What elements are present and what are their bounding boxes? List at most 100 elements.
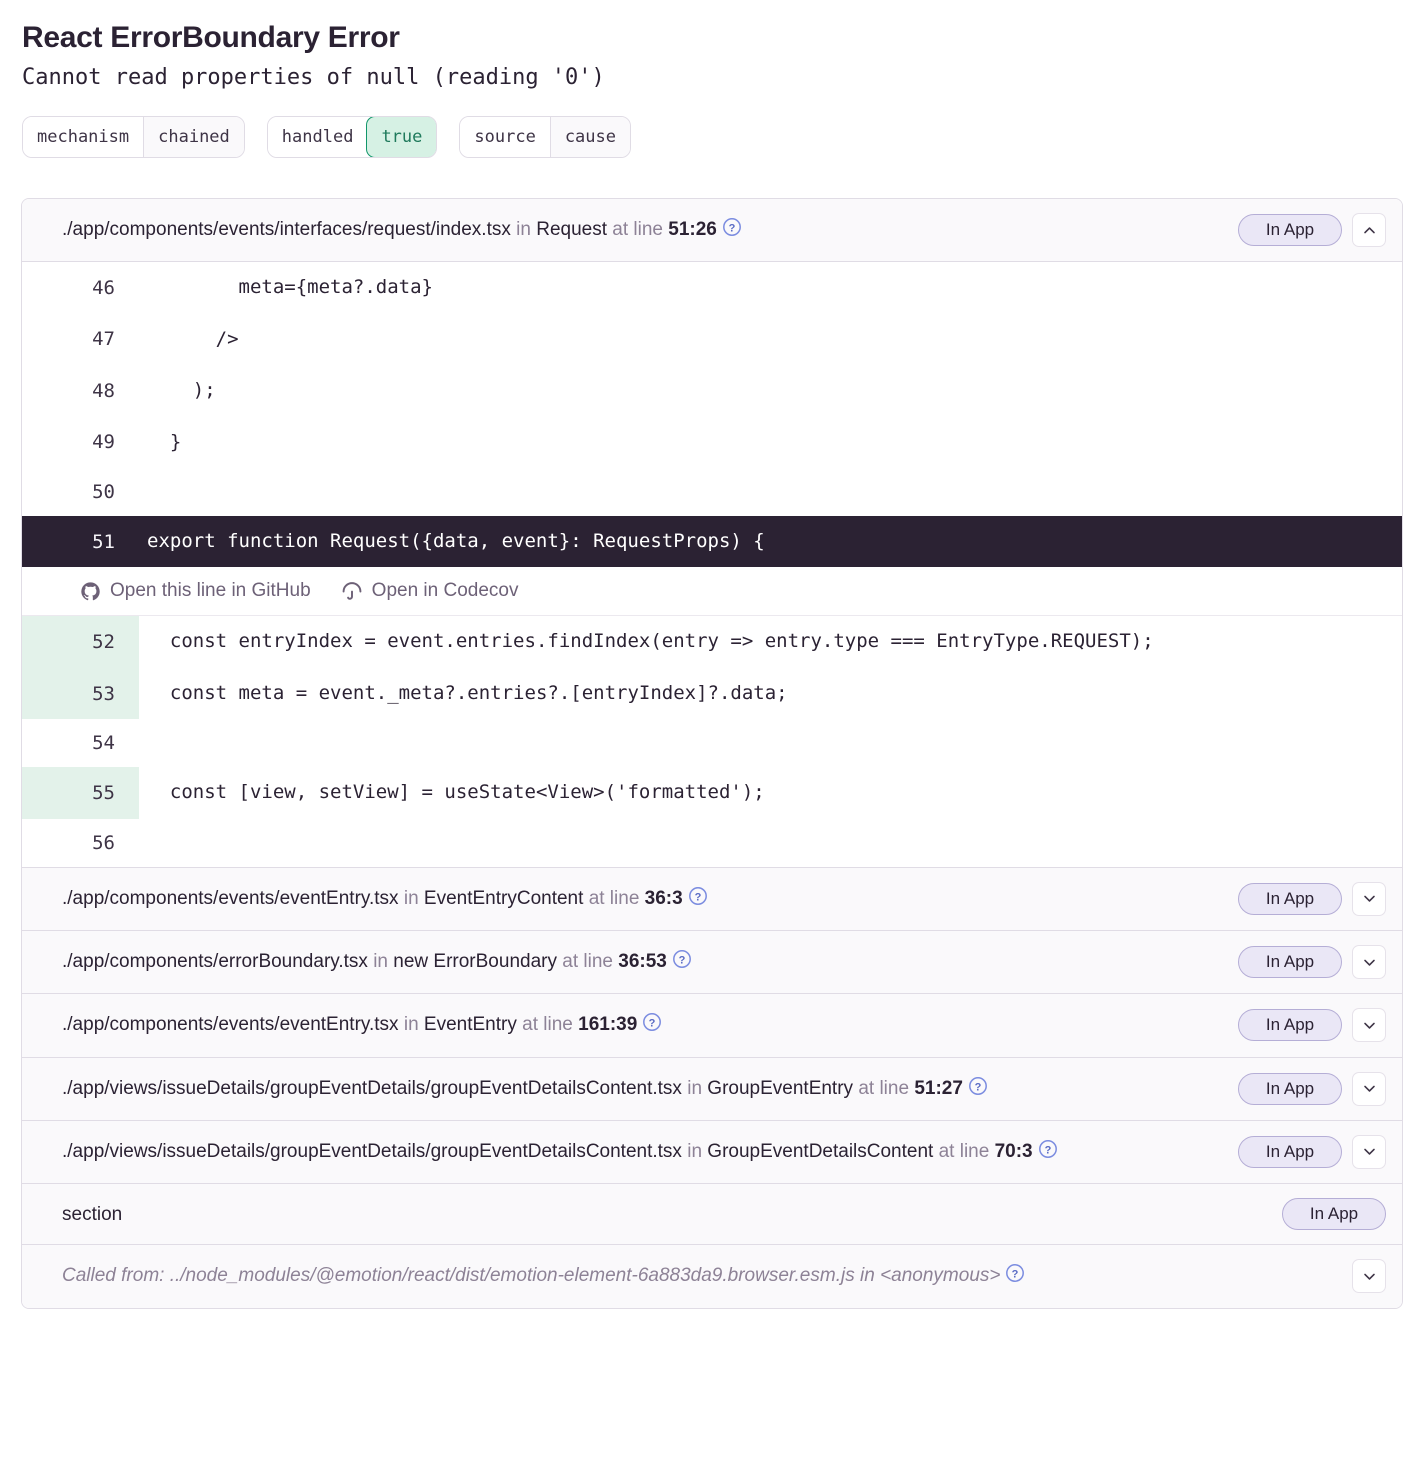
chevron-down-icon[interactable] (1352, 1134, 1386, 1169)
open-in-codecov-link[interactable]: Open in Codecov (341, 580, 519, 602)
question-circle-icon[interactable]: ? (1038, 1137, 1058, 1170)
stack-frame-row[interactable]: ./app/components/events/eventEntry.tsx i… (22, 867, 1402, 931)
frame-in-word: in (859, 1265, 875, 1287)
frame-filename: ./app/components/events/interfaces/reque… (62, 219, 511, 240)
in-app-badge: In App (1238, 882, 1342, 915)
frame-in-word: in (516, 219, 531, 240)
question-circle-icon[interactable]: ? (968, 1074, 988, 1107)
frame-atline-word: at line (562, 951, 613, 972)
frame-in-word: in (687, 1077, 703, 1099)
frame-filename: ./app/views/issueDetails/groupEventDetai… (62, 1140, 682, 1162)
mechanism-pill-mechanism[interactable]: mechanism chained (22, 116, 245, 158)
line-number: 49 (92, 431, 115, 454)
frame-filename: ./app/views/issueDetails/groupEventDetai… (62, 1077, 682, 1099)
frame-actions: In App (1238, 1134, 1386, 1169)
pill-key: handled (267, 117, 368, 157)
frame-in-word: in (403, 1014, 419, 1036)
in-app-badge: In App (1238, 214, 1342, 246)
frame-actions (1352, 1258, 1386, 1294)
code-line: 56 (22, 819, 1402, 867)
question-circle-icon[interactable]: ? (672, 947, 692, 980)
mechanism-pill-handled[interactable]: handled true (266, 116, 438, 158)
line-number: 52 (22, 616, 139, 668)
pill-value: chained (143, 117, 244, 157)
code-text: const entryIndex = event.entries.findInd… (147, 630, 1154, 653)
code-line: 52 const entryIndex = event.entries.find… (22, 616, 1402, 668)
frame-line-number: 36:3 (644, 887, 683, 909)
code-line: 53 const meta = event._meta?.entries?.[e… (22, 667, 1402, 720)
code-text: meta={meta?.data} (147, 276, 433, 299)
frame-line-number: 51:27 (914, 1077, 963, 1099)
codecov-umbrella-icon (342, 582, 362, 601)
frame-function: <anonymous> (880, 1265, 1001, 1287)
code-line: 48 ); (22, 365, 1402, 416)
code-text (139, 819, 1402, 867)
chevron-down-icon[interactable] (1352, 881, 1386, 916)
frame-filename: ./app/components/events/eventEntry.tsx (62, 1014, 399, 1036)
chevron-up-icon[interactable] (1352, 213, 1386, 247)
page-title: React ErrorBoundary Error (22, 21, 400, 54)
stack-frame-row[interactable]: ./app/components/events/eventEntry.tsx i… (22, 994, 1402, 1058)
collapsed-frames-list: ./app/components/events/eventEntry.tsx i… (22, 866, 1402, 1308)
stack-frame-row[interactable]: Called from: ../node_modules/@emotion/re… (22, 1245, 1402, 1308)
error-header: React ErrorBoundary Error Cannot read pr… (0, 0, 1424, 94)
line-number: 50 (92, 481, 115, 503)
frame-title: section (62, 1197, 1282, 1231)
code-text: const meta = event._meta?.entries?.[entr… (147, 681, 788, 704)
frame-function: EventEntryContent (423, 887, 584, 909)
frame-title: ./app/components/events/interfaces/reque… (62, 212, 1238, 248)
code-text (139, 468, 1402, 516)
open-in-github-link[interactable]: Open this line in GitHub (80, 580, 311, 602)
code-line: 55 const [view, setView] = useState<View… (22, 767, 1402, 819)
frame-function: GroupEventEntry (707, 1077, 854, 1099)
line-number: 51 (22, 516, 139, 568)
error-message: Cannot read properties of null (reading … (22, 65, 605, 90)
open-in-codecov-label: Open in Codecov (371, 580, 519, 602)
frame-actions: In App (1238, 944, 1386, 979)
frame-function: new ErrorBoundary (393, 951, 557, 972)
question-circle-icon[interactable]: ? (722, 215, 742, 248)
chevron-down-icon[interactable] (1352, 945, 1386, 979)
question-circle-icon[interactable]: ? (642, 1010, 662, 1043)
frame-atline-word: at line (522, 1014, 573, 1036)
question-circle-icon[interactable]: ? (688, 884, 708, 917)
stack-frame-row[interactable]: ./app/components/errorBoundary.tsx in ne… (22, 931, 1402, 995)
code-text (139, 719, 1402, 767)
stack-frame-header-expanded[interactable]: ./app/components/events/interfaces/reque… (22, 199, 1402, 263)
code-text: const [view, setView] = useState<View>('… (147, 781, 765, 804)
svg-text:?: ? (1012, 1269, 1019, 1281)
line-number: 55 (22, 767, 139, 819)
line-number: 53 (22, 667, 139, 720)
chevron-down-icon[interactable] (1352, 1071, 1386, 1106)
frame-title: ./app/components/events/eventEntry.tsx i… (62, 881, 1238, 917)
github-icon (81, 582, 100, 601)
frame-line-number: 161:39 (578, 1014, 638, 1036)
frame-line-number: 51:26 (668, 219, 717, 240)
stack-frame-row[interactable]: section In App (22, 1184, 1402, 1246)
frame-filename: ./app/components/events/eventEntry.tsx (62, 887, 399, 909)
pill-value: true (366, 117, 437, 157)
line-number: 46 (92, 276, 115, 299)
svg-text:?: ? (729, 222, 736, 234)
line-number: 54 (92, 732, 115, 755)
code-text: /> (147, 327, 239, 350)
frame-title: Called from: ../node_modules/@emotion/re… (62, 1258, 1352, 1294)
frame-function: GroupEventDetailsContent (707, 1140, 934, 1162)
mechanism-pill-source[interactable]: source cause (459, 116, 631, 158)
chevron-down-icon[interactable] (1352, 1008, 1386, 1043)
line-number: 47 (92, 328, 115, 351)
code-text: ); (147, 379, 216, 402)
stack-frame-row[interactable]: ./app/views/issueDetails/groupEventDetai… (22, 1057, 1402, 1121)
code-context: 46 meta={meta?.data} 47 /> 48 ); 49 } 50 51 ex… (22, 262, 1402, 867)
question-circle-icon[interactable]: ? (1005, 1261, 1025, 1294)
in-app-badge: In App (1238, 946, 1342, 978)
stack-frame-row[interactable]: ./app/views/issueDetails/groupEventDetai… (22, 1120, 1402, 1184)
chevron-down-icon[interactable] (1352, 1259, 1386, 1294)
code-line: 46 meta={meta?.data} (22, 262, 1402, 313)
frame-atline-word: at line (938, 1140, 990, 1162)
frame-filename: section (62, 1204, 123, 1225)
frame-function: EventEntry (423, 1014, 517, 1036)
pill-key: mechanism (23, 117, 144, 157)
pill-value: cause (549, 117, 630, 157)
frame-actions: In App (1238, 212, 1386, 247)
